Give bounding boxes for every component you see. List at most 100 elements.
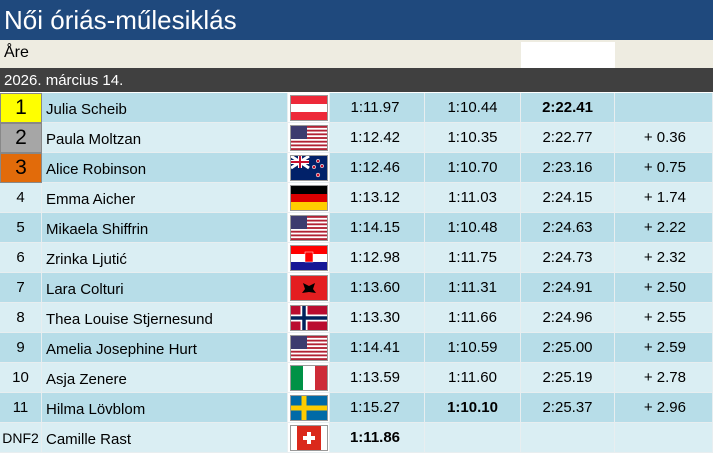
flag-icon (289, 154, 328, 181)
name-cell: Amelia Josephine Hurt (42, 333, 288, 363)
total-cell: 2:24.63 (521, 213, 615, 243)
flag-icon (289, 304, 328, 331)
venue: Åre (4, 44, 29, 61)
name-cell: Emma Aicher (42, 183, 288, 213)
rank-cell: 4 (0, 183, 42, 213)
total-cell: 2:24.91 (521, 273, 615, 303)
name-cell: Thea Louise Stjernesund (42, 303, 288, 333)
flag-icon (289, 364, 328, 391)
diff-cell: + 2.50 (615, 273, 713, 303)
flag-icon (289, 334, 328, 361)
name-cell: Paula Moltzan (42, 123, 288, 153)
flag-cell (288, 183, 330, 213)
run2-cell: 1:11.31 (425, 273, 521, 303)
diff-cell (615, 423, 713, 453)
date: 2026. március 14. (0, 68, 713, 92)
flag-icon (289, 274, 328, 301)
rank-cell: DNF2 (0, 423, 42, 453)
run1-cell: 1:13.30 (330, 303, 425, 333)
flag-cell (288, 123, 330, 153)
total-cell (521, 423, 615, 453)
rank-cell: 10 (0, 363, 42, 393)
title: Női óriás-műlesiklás (0, 0, 713, 40)
run2-cell: 1:11.66 (425, 303, 521, 333)
run2-cell: 1:10.44 (425, 93, 521, 123)
name-cell: Alice Robinson (42, 153, 288, 183)
run1-cell: 1:14.41 (330, 333, 425, 363)
run1-cell: 1:13.12 (330, 183, 425, 213)
flag-cell (288, 363, 330, 393)
run1-cell: 1:13.59 (330, 363, 425, 393)
diff-cell (615, 93, 713, 123)
run2-cell: 1:10.10 (425, 393, 521, 423)
run1-cell: 1:14.15 (330, 213, 425, 243)
flag-cell (288, 273, 330, 303)
rank-cell: 3 (0, 153, 42, 183)
total-cell: 2:25.19 (521, 363, 615, 393)
total-cell: 2:25.37 (521, 393, 615, 423)
run2-cell (425, 423, 521, 453)
total-cell: 2:25.00 (521, 333, 615, 363)
run2-cell: 1:11.75 (425, 243, 521, 273)
diff-cell: + 2.32 (615, 243, 713, 273)
flag-icon (289, 94, 328, 121)
name-cell: Camille Rast (42, 423, 288, 453)
rank-cell: 6 (0, 243, 42, 273)
run2-cell: 1:11.03 (425, 183, 521, 213)
rank-cell: 8 (0, 303, 42, 333)
flag-cell (288, 243, 330, 273)
flag-cell (288, 213, 330, 243)
flag-cell (288, 423, 330, 453)
diff-cell: + 0.36 (615, 123, 713, 153)
flag-cell (288, 303, 330, 333)
flag-icon (289, 124, 328, 151)
rank-cell: 9 (0, 333, 42, 363)
total-cell: 2:22.41 (521, 93, 615, 123)
run2-cell: 1:10.48 (425, 213, 521, 243)
name-cell: Hilma Lövblom (42, 393, 288, 423)
rank-cell: 11 (0, 393, 42, 423)
diff-cell: + 0.75 (615, 153, 713, 183)
diff-cell: + 2.55 (615, 303, 713, 333)
flag-cell (288, 153, 330, 183)
run1-cell: 1:12.98 (330, 243, 425, 273)
diff-cell: + 2.22 (615, 213, 713, 243)
total-cell: 2:24.96 (521, 303, 615, 333)
name-cell: Zrinka Ljutić (42, 243, 288, 273)
run1-cell: 1:12.42 (330, 123, 425, 153)
run1-cell: 1:12.46 (330, 153, 425, 183)
name-cell: Lara Colturi (42, 273, 288, 303)
rank-cell: 7 (0, 273, 42, 303)
run1-cell: 1:13.60 (330, 273, 425, 303)
rank-cell: 2 (0, 123, 42, 153)
diff-cell: + 2.96 (615, 393, 713, 423)
name-cell: Mikaela Shiffrin (42, 213, 288, 243)
rank-cell: 1 (0, 93, 42, 123)
diff-cell: + 1.74 (615, 183, 713, 213)
total-cell: 2:22.77 (521, 123, 615, 153)
run2-cell: 1:10.35 (425, 123, 521, 153)
flag-icon (289, 394, 328, 421)
rank-cell: 5 (0, 213, 42, 243)
run2-cell: 1:11.60 (425, 363, 521, 393)
name-cell: Asja Zenere (42, 363, 288, 393)
run2-cell: 1:10.70 (425, 153, 521, 183)
blank-cell (521, 42, 615, 68)
flag-icon (289, 244, 328, 271)
total-cell: 2:24.73 (521, 243, 615, 273)
flag-icon (289, 214, 328, 241)
total-cell: 2:23.16 (521, 153, 615, 183)
run1-cell: 1:11.86 (330, 423, 425, 453)
name-cell: Julia Scheib (42, 93, 288, 123)
run2-cell: 1:10.59 (425, 333, 521, 363)
flag-cell (288, 393, 330, 423)
total-cell: 2:24.15 (521, 183, 615, 213)
run1-cell: 1:11.97 (330, 93, 425, 123)
flag-cell (288, 333, 330, 363)
flag-icon (289, 424, 328, 451)
run1-cell: 1:15.27 (330, 393, 425, 423)
flag-icon (289, 184, 328, 211)
diff-cell: + 2.78 (615, 363, 713, 393)
flag-cell (288, 93, 330, 123)
